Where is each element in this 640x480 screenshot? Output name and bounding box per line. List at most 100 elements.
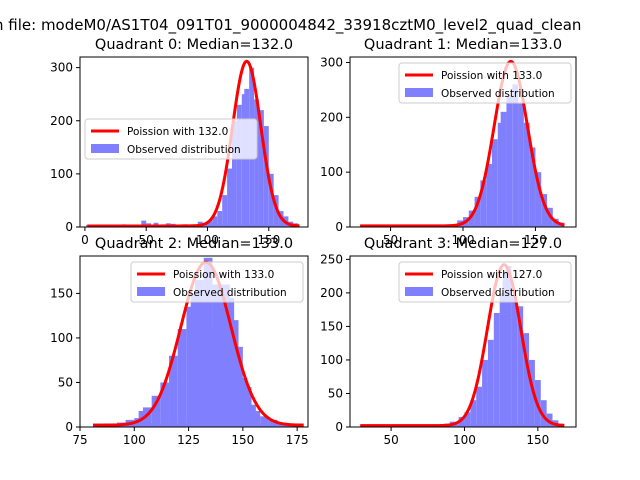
- hist-bar: [142, 407, 152, 427]
- hist-bar: [486, 163, 492, 227]
- legend-label: Poission with 127.0: [441, 269, 542, 281]
- y-tick-label: 150: [320, 319, 343, 333]
- x-tick-label: 125: [177, 433, 200, 447]
- legend-patch-swatch: [405, 287, 433, 296]
- legend-box: [130, 261, 304, 303]
- x-tick-label: 75: [72, 433, 87, 447]
- y-tick-label: 0: [335, 220, 343, 234]
- legend-label: Poission with 133.0: [441, 70, 542, 82]
- legend-label: Observed distribution: [173, 287, 287, 299]
- hist-bar: [470, 400, 477, 427]
- hist-bar: [505, 266, 512, 427]
- hist-bar: [169, 355, 178, 427]
- hist-bar: [517, 306, 524, 427]
- hist-bar: [251, 410, 261, 427]
- hist-bar: [227, 168, 232, 227]
- x-tick-label: 100: [453, 433, 476, 447]
- y-tick-label: 50: [328, 386, 343, 400]
- hist-bar: [247, 404, 256, 427]
- panels: 0 50 100 150 0 100 200 300 Quadrant 0: Median=13…: [50, 37, 577, 447]
- y-tick-label: 0: [65, 220, 73, 234]
- y-tick-label: 100: [50, 331, 73, 345]
- hist-bar: [487, 339, 494, 427]
- hist-bar: [207, 220, 213, 227]
- x-tick-label: 50: [383, 233, 398, 247]
- hist-bar: [491, 139, 498, 227]
- axes-frame: [79, 255, 309, 428]
- hist-bar: [523, 122, 530, 227]
- hist-bar: [268, 173, 274, 227]
- x-tick-label: 150: [524, 233, 547, 247]
- figure-suptitle: n file: modeM0/AS1T04_091T01_9000004842_…: [0, 16, 581, 35]
- y-tick-label: 200: [320, 286, 343, 300]
- hist-bar: [482, 359, 488, 427]
- legend-patch-swatch: [137, 287, 165, 296]
- y-tick-label: 50: [58, 375, 73, 389]
- y-tick-label: 100: [320, 165, 343, 179]
- quadrant-2-plot-area: [92, 257, 305, 427]
- legend-patch-swatch: [91, 144, 119, 153]
- hist-bar: [541, 194, 548, 227]
- hist-bar: [529, 147, 536, 227]
- quadrant-0-panel: 0 50 100 150 0 100 200 300 Quadrant 0: Median=13…: [50, 37, 309, 247]
- hist-bar: [512, 84, 519, 227]
- hist-bar: [254, 99, 259, 227]
- x-tick-label: 100: [452, 233, 475, 247]
- hist-bar: [260, 416, 269, 427]
- hist-bar: [476, 386, 483, 427]
- hist-bar: [177, 329, 187, 427]
- y-tick-label: 250: [320, 252, 343, 266]
- hist-bar: [195, 280, 204, 427]
- hist-bar: [151, 395, 161, 427]
- x-tick-label: 100: [196, 233, 219, 247]
- hist-bar: [468, 210, 475, 227]
- axes-frame: [79, 56, 309, 228]
- hist-bar: [258, 110, 264, 227]
- hist-bar: [500, 111, 507, 227]
- legend-box: [398, 62, 572, 104]
- hist-bar: [212, 284, 222, 427]
- poisson-curve: [86, 59, 301, 228]
- hist-bar: [217, 211, 223, 227]
- x-tick-label: 150: [526, 433, 549, 447]
- legend-patch-swatch: [405, 88, 433, 97]
- legend-label: Poission with 133.0: [173, 269, 274, 281]
- y-tick-label: 0: [335, 420, 343, 434]
- y-tick-label: 150: [50, 286, 73, 300]
- hist-bar: [474, 196, 481, 227]
- quadrant-1-panel: 50 100 150 0 100 200 300 Quadrant 1: Median=133…: [320, 37, 577, 247]
- hist-bar: [464, 412, 471, 427]
- hist-bar: [458, 416, 465, 427]
- legend-label: Observed distribution: [441, 287, 555, 299]
- legend: Poission with 133.0 Observed distribution: [398, 62, 572, 104]
- legend: Poission with 132.0 Observed distribution: [84, 118, 258, 160]
- y-tick-label: 200: [320, 110, 343, 124]
- y-tick-label: 300: [50, 61, 73, 75]
- x-tick-label: 0: [81, 233, 89, 247]
- y-tick-label: 0: [65, 420, 73, 434]
- y-tick-label: 100: [320, 353, 343, 367]
- hist-bar: [529, 359, 535, 427]
- quadrant-3-panel: 50 100 150 0 50 100 150 200 250 Quadrant 3: Media…: [320, 236, 577, 447]
- y-tick-label: 300: [320, 55, 343, 69]
- legend-label: Poission with 132.0: [127, 126, 228, 138]
- hist-bar: [229, 320, 239, 427]
- poisson-curve: [359, 263, 566, 428]
- hist-bar: [523, 333, 530, 427]
- legend-label: Observed distribution: [127, 144, 241, 156]
- hist-bar: [535, 172, 542, 227]
- quadrant-1-plot-area: [359, 59, 566, 228]
- panel-title: Quadrant 2: Median=133.0: [95, 236, 293, 252]
- legend-label: Observed distribution: [441, 88, 555, 100]
- axes-frame: [349, 255, 577, 428]
- hist-bar: [511, 296, 518, 427]
- panel-title: Quadrant 0: Median=132.0: [95, 37, 293, 53]
- panel-title: Quadrant 1: Median=133.0: [364, 37, 562, 53]
- hist-bar: [222, 195, 228, 227]
- x-tick-label: 175: [286, 433, 309, 447]
- hist-bar: [480, 180, 487, 227]
- legend: Poission with 133.0 Observed distribution: [130, 261, 304, 303]
- hist-bar: [212, 216, 218, 227]
